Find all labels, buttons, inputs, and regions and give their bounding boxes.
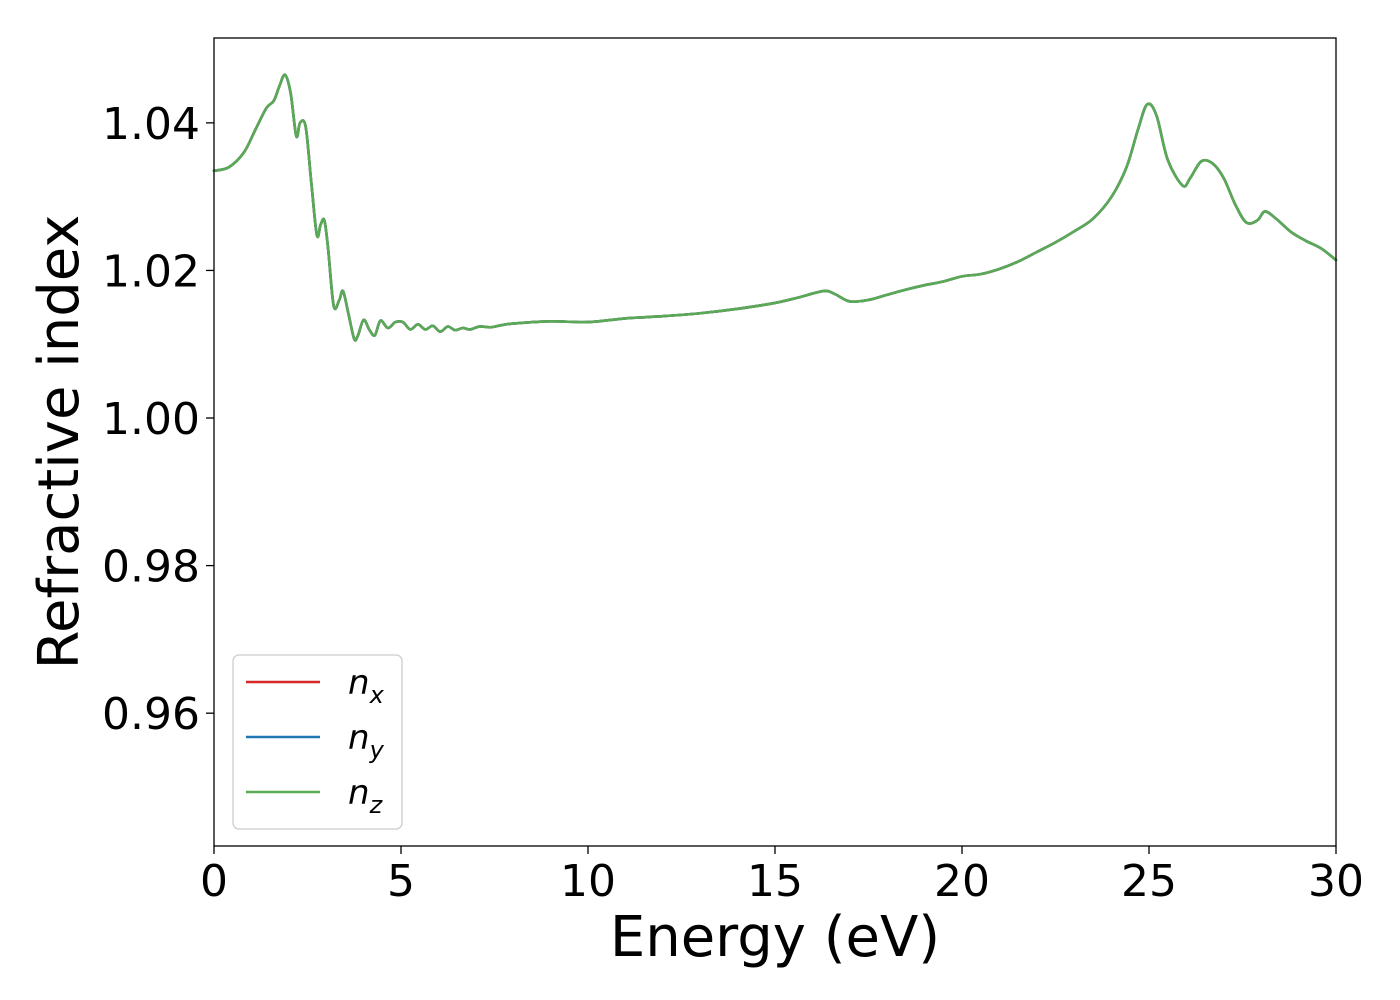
y-tick-label: 1.02: [102, 246, 200, 297]
x-tick-label: 10: [560, 856, 616, 907]
series-layer: [212, 73, 1338, 342]
x-tick-label: 20: [934, 856, 990, 907]
x-tick-label: 25: [1121, 856, 1177, 907]
legend-label-n-y: ny: [348, 718, 385, 764]
legend-label-n-z: nz: [348, 773, 384, 819]
y-tick-label: 1.00: [102, 394, 200, 445]
y-tick-label: 1.04: [102, 99, 200, 150]
legend-label-n-x: nx: [348, 663, 385, 709]
x-tick-label: 5: [387, 856, 415, 907]
x-axis-label: Energy (eV): [610, 905, 940, 970]
legend-box: [232, 654, 403, 830]
x-axis: 0 5 10 15 20 25 30: [200, 846, 1364, 907]
y-axis-label: Refractive index: [27, 215, 92, 670]
y-axis: 0.96 0.98 1.00 1.02 1.04: [102, 99, 214, 740]
y-tick-label: 0.96: [102, 689, 200, 740]
legend: nx ny nz: [232, 654, 403, 830]
series-line-n-z: [212, 73, 1338, 342]
x-tick-label: 0: [200, 856, 228, 907]
y-tick-label: 0.98: [102, 542, 200, 593]
x-tick-label: 15: [747, 856, 803, 907]
x-tick-label: 30: [1308, 856, 1364, 907]
